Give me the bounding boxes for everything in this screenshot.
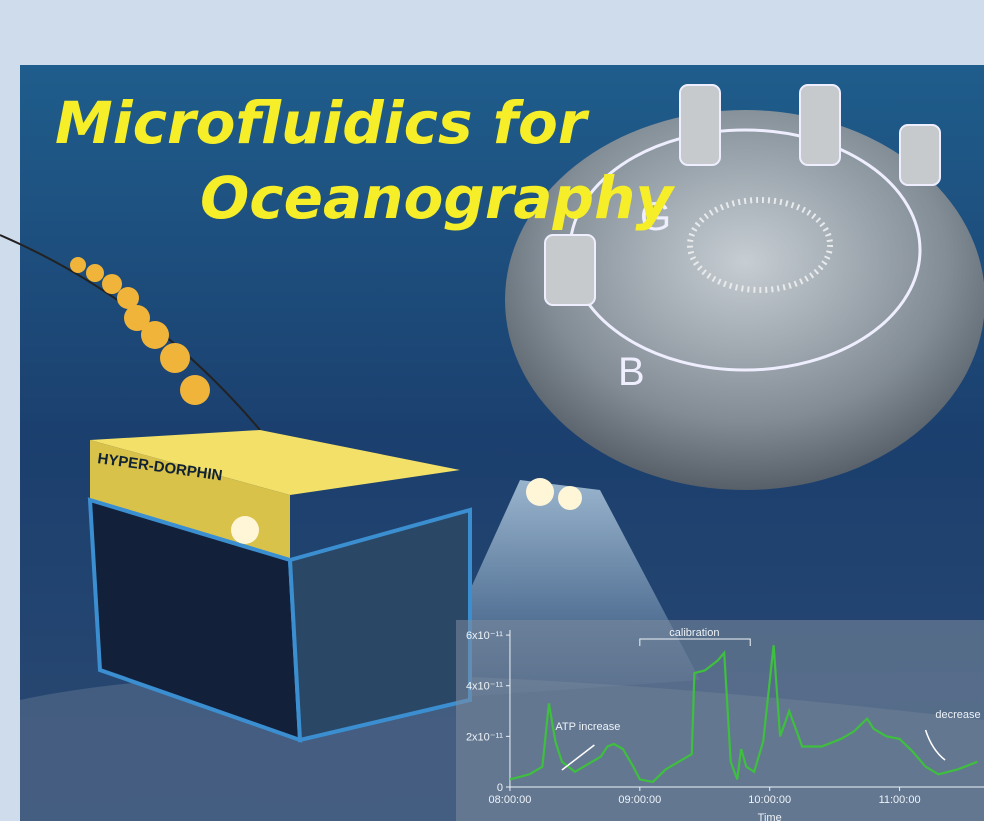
arrow [924, 729, 946, 761]
x-axis-label: Time [758, 812, 782, 821]
vehicle-top [90, 430, 460, 495]
y-tick-label: 6x10⁻¹¹ [466, 630, 503, 642]
lamp [231, 516, 259, 544]
x-tick-label: 11:00:00 [879, 794, 921, 806]
annotation: decrease [935, 709, 980, 721]
x-tick-label: 09:00:00 [618, 794, 661, 806]
ports [544, 84, 941, 306]
arrow [561, 744, 595, 771]
spiral [687, 197, 833, 293]
y-tick-label: 0 [497, 782, 503, 794]
title-line: Oceanography [200, 164, 675, 232]
annotation: ATP increase [555, 721, 620, 733]
chart: 0 2x10⁻¹¹ 4x10⁻¹¹ 6x10⁻¹¹ 08:00:00 09:00:00 10… [466, 627, 984, 821]
lamp [526, 478, 554, 506]
microfluidic-disc [505, 110, 984, 490]
chart-panel [456, 620, 984, 821]
disc-letter: G [640, 195, 671, 239]
disc-letter: B [618, 350, 645, 394]
x-tick-label: 10:00:00 [748, 794, 791, 806]
annotation: calibration [669, 627, 719, 639]
data-line [509, 645, 978, 784]
x-tick-label: 08:00:00 [489, 794, 532, 806]
y-tick-label: 2x10⁻¹¹ [466, 731, 503, 743]
lamp [558, 486, 582, 510]
y-tick-label: 4x10⁻¹¹ [466, 681, 503, 693]
title-line: Microfluidics for [55, 89, 590, 157]
bracket [639, 638, 751, 646]
floats [70, 257, 210, 405]
